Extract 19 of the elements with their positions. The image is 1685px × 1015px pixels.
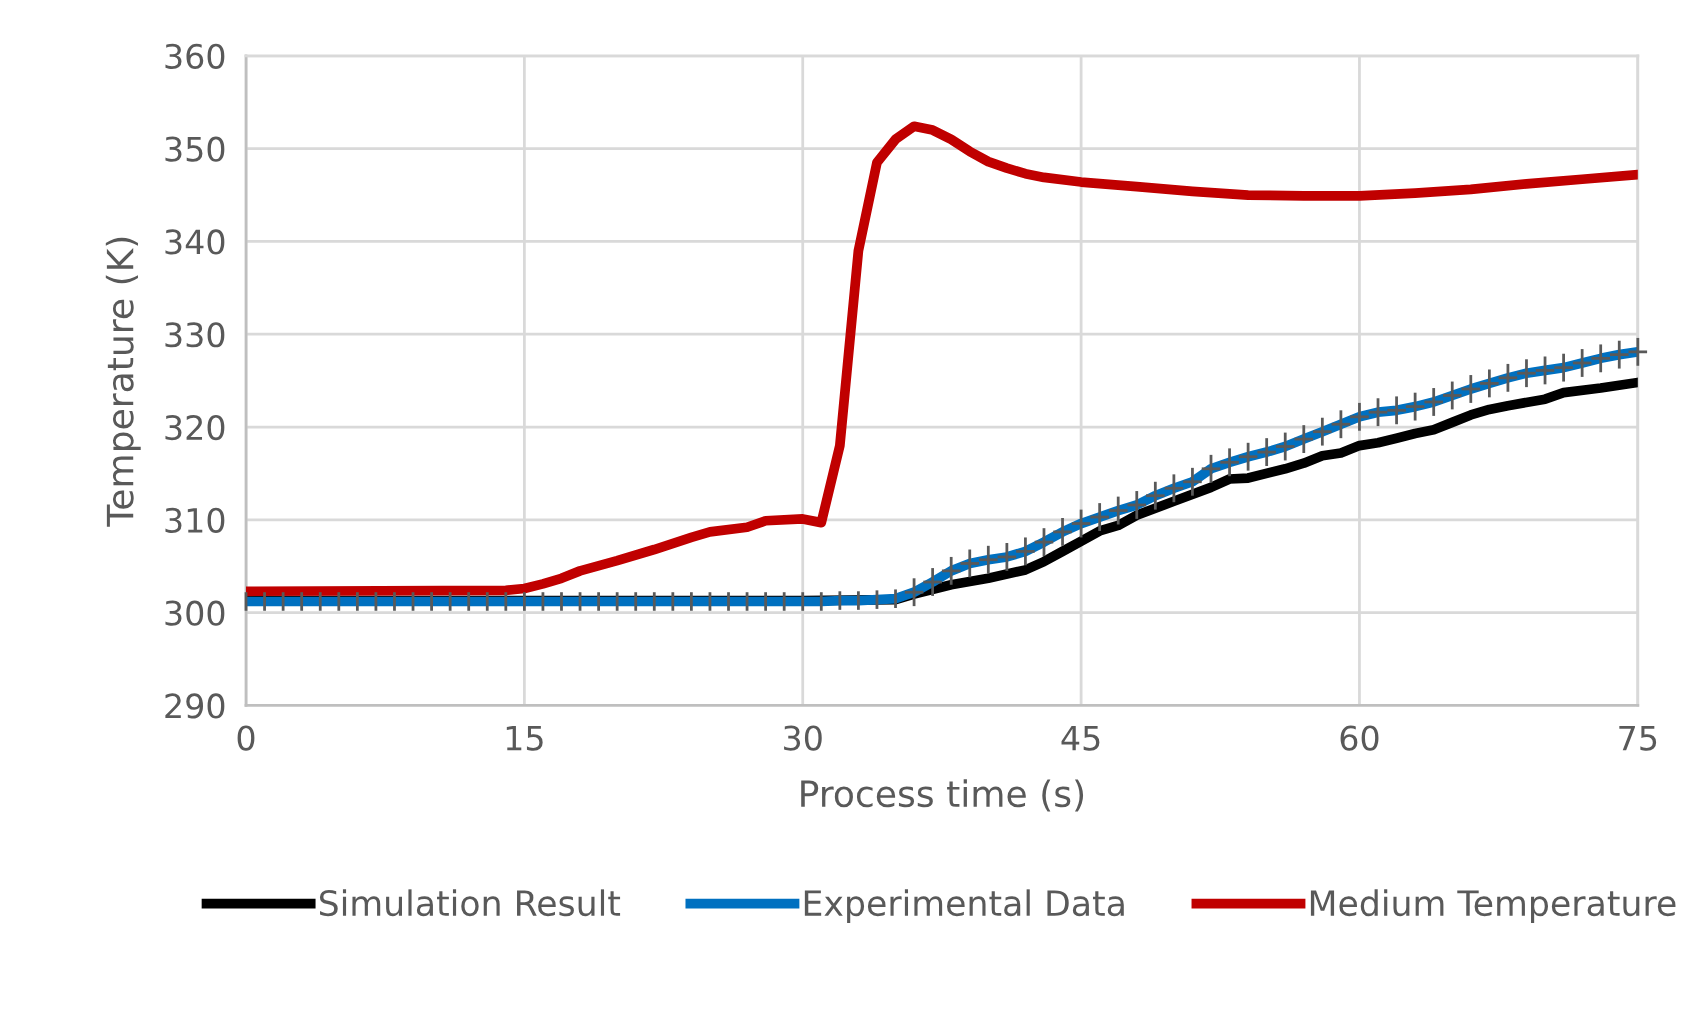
y-tick-label: 360 — [165, 43, 225, 69]
y-tick-label: 330 — [165, 322, 225, 348]
y-tick-label: 340 — [165, 229, 225, 255]
x-tick-label: 60 — [1340, 725, 1379, 751]
legend-label: Simulation Result — [319, 889, 621, 917]
y-tick-label: 350 — [165, 136, 225, 162]
y-tick-label: 300 — [165, 600, 225, 626]
y-tick-label: 310 — [165, 507, 225, 533]
y-tick-label: 290 — [165, 693, 225, 719]
legend-label: Medium Temperature — [1310, 889, 1676, 923]
x-tick-label: 45 — [1061, 725, 1100, 751]
x-axis-title: Process time (s) — [801, 779, 1084, 812]
y-axis-title: Temperature (K) — [105, 237, 141, 527]
y-tick-label: 320 — [165, 414, 225, 441]
x-tick-label: 75 — [1619, 725, 1657, 751]
legend-label: Experimental Data — [804, 889, 1124, 923]
x-tick-label: 30 — [784, 725, 822, 751]
x-tick-label: 0 — [237, 725, 255, 751]
x-tick-label: 15 — [506, 725, 543, 751]
